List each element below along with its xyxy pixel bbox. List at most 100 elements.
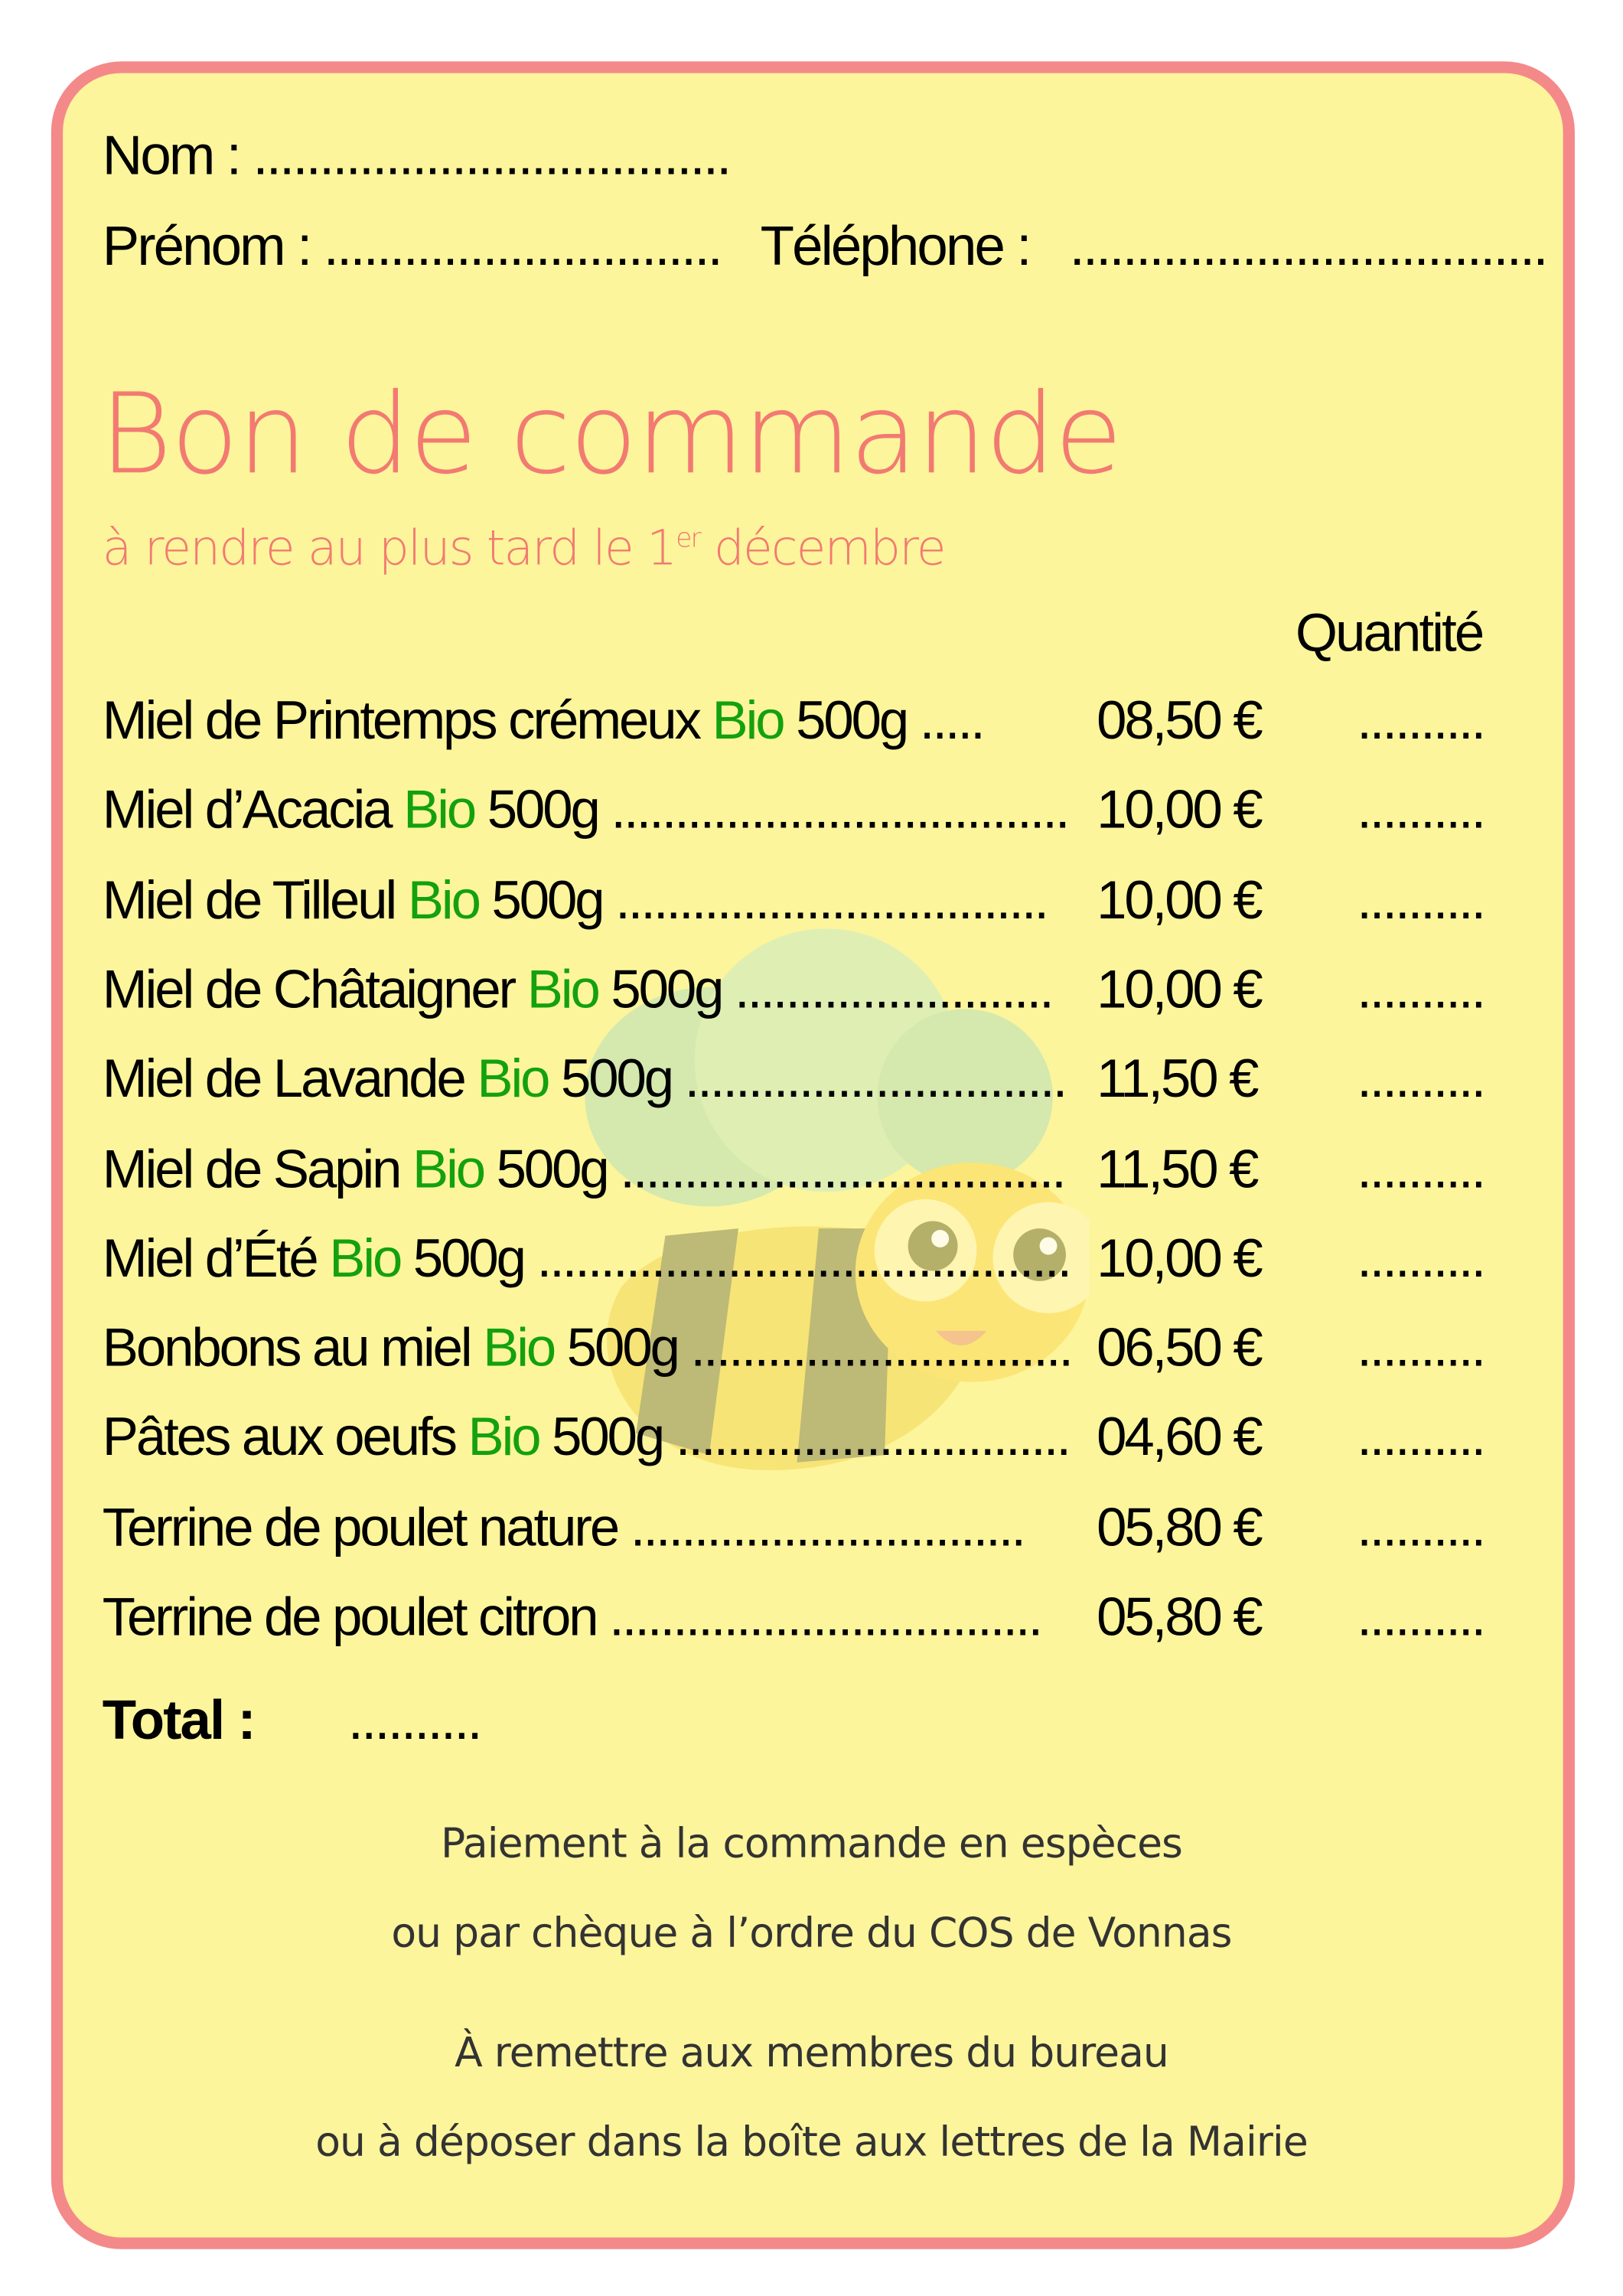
- quantity-input[interactable]: ..........: [1357, 1138, 1486, 1199]
- product-name: Miel d’Été Bio 500g ....................…: [102, 1228, 1072, 1290]
- quantity-input[interactable]: ..........: [1357, 1587, 1486, 1647]
- subtitle-text-end: décembre: [699, 519, 947, 576]
- telephone-field[interactable]: Téléphone : ............................…: [760, 216, 1549, 279]
- product-row: Miel de Printemps crémeux Bio 500g .....…: [103, 690, 1506, 764]
- product-weight-leader: 500g ..................................: [491, 869, 1049, 930]
- product-name: Miel de Sapin Bio 500g .................…: [102, 1138, 1067, 1200]
- product-price: 10,00 €: [1097, 959, 1263, 1019]
- quantity-input[interactable]: ..........: [1357, 869, 1486, 930]
- page-title: Bon de commande: [99, 368, 1123, 499]
- bee-wing-right: [877, 1009, 1053, 1185]
- product-price: 10,00 €: [1097, 869, 1263, 930]
- product-row: Miel d’Acacia Bio 500g .................…: [103, 780, 1506, 853]
- quantity-input[interactable]: ..........: [1357, 959, 1486, 1019]
- product-row: Miel de Sapin Bio 500g .................…: [103, 1139, 1506, 1212]
- product-name: Miel de Tilleul Bio 500g ...............…: [102, 869, 1049, 931]
- page-subtitle: à rendre au plus tard le 1er décembre: [102, 519, 947, 576]
- product-label: Miel de Lavande: [102, 1049, 467, 1109]
- product-row: Pâtes aux oeufs Bio 500g ...............…: [103, 1407, 1506, 1481]
- telephone-input[interactable]: ....................................: [1069, 216, 1549, 279]
- quantity-input[interactable]: ..........: [1357, 1228, 1486, 1289]
- product-label: Terrine de poulet citron: [102, 1587, 599, 1647]
- bio-badge: Bio: [329, 1228, 402, 1289]
- product-price: 10,00 €: [1097, 780, 1263, 840]
- quantity-input[interactable]: ..........: [1357, 1317, 1486, 1378]
- total-input[interactable]: ..........: [347, 1690, 483, 1753]
- product-price: 05,80 €: [1097, 1497, 1263, 1557]
- product-row: Terrine de poulet nature ...............…: [103, 1497, 1506, 1570]
- product-price: 10,00 €: [1097, 1228, 1263, 1289]
- product-label: Miel de Châtaigner: [102, 959, 517, 1019]
- product-price: 11,50 €: [1097, 1049, 1259, 1109]
- product-weight-leader: ...............................: [630, 1497, 1026, 1557]
- product-name: Miel de Printemps crémeux Bio 500g .....: [102, 690, 986, 752]
- product-name: Miel d’Acacia Bio 500g .................…: [102, 780, 1071, 841]
- nom-input[interactable]: ....................................: [253, 126, 732, 188]
- product-row: Miel de Châtaigner Bio 500g ............…: [103, 959, 1506, 1032]
- product-price: 04,60 €: [1097, 1407, 1263, 1468]
- prenom-label: Prénom :: [102, 216, 313, 279]
- product-weight-leader: 500g .....: [796, 690, 986, 751]
- product-weight-leader: 500g ...................................…: [412, 1228, 1072, 1289]
- prenom-field[interactable]: Prénom : ..............................: [102, 216, 723, 279]
- product-price: 05,80 €: [1097, 1587, 1263, 1647]
- product-row: Terrine de poulet citron ...............…: [103, 1587, 1506, 1660]
- bio-badge: Bio: [483, 1317, 556, 1378]
- footer-line-1: Paiement à la commande en espèces: [441, 1819, 1183, 1868]
- product-label: Miel d’Été: [102, 1228, 319, 1289]
- product-weight-leader: 500g ...............................: [552, 1407, 1071, 1468]
- nom-field[interactable]: Nom : ..................................…: [102, 126, 732, 188]
- subtitle-text: à rendre au plus tard le 1: [102, 519, 677, 576]
- product-row: Miel de Tilleul Bio 500g ...............…: [103, 869, 1506, 943]
- product-label: Miel de Tilleul: [102, 869, 398, 930]
- bio-badge: Bio: [712, 690, 785, 751]
- product-weight-leader: 500g .........................: [611, 959, 1054, 1019]
- product-name: Terrine de poulet nature ...............…: [102, 1497, 1026, 1558]
- footer-line-2: ou par chèque à l’ordre du COS de Vonnas: [391, 1908, 1232, 1957]
- product-row: Bonbons au miel Bio 500g ...............…: [103, 1318, 1506, 1391]
- prenom-input[interactable]: ..............................: [323, 216, 723, 279]
- footer-line-4: ou à déposer dans la boîte aux lettres d…: [315, 2117, 1309, 2166]
- footer-line-3: À remettre aux membres du bureau: [455, 2028, 1169, 2077]
- product-price: 08,50 €: [1097, 690, 1263, 751]
- nom-label: Nom :: [102, 126, 242, 188]
- product-row: Miel de Lavande Bio 500g ...............…: [103, 1049, 1506, 1122]
- bio-badge: Bio: [468, 1407, 542, 1468]
- product-name: Pâtes aux oeufs Bio 500g ...............…: [102, 1407, 1071, 1469]
- product-name: Bonbons au miel Bio 500g ...............…: [102, 1317, 1074, 1379]
- product-name: Miel de Lavande Bio 500g ...............…: [102, 1049, 1067, 1110]
- quantity-column-header: Quantité: [1295, 602, 1484, 663]
- quantity-input[interactable]: ..........: [1357, 1407, 1486, 1468]
- bee-illustration: [585, 928, 1090, 1471]
- bee-stripe: [636, 1228, 738, 1456]
- product-weight-leader: 500g ...................................…: [487, 780, 1071, 840]
- quantity-input[interactable]: ..........: [1357, 1497, 1486, 1557]
- product-name: Terrine de poulet citron ...............…: [102, 1587, 1043, 1648]
- product-row: Miel d’Été Bio 500g ....................…: [103, 1228, 1506, 1302]
- quantity-input[interactable]: ..........: [1357, 690, 1486, 751]
- product-weight-leader: 500g ...................................: [496, 1138, 1067, 1199]
- bio-badge: Bio: [477, 1049, 550, 1109]
- product-weight-leader: 500g ..............................: [566, 1317, 1074, 1378]
- bio-badge: Bio: [407, 869, 481, 930]
- quantity-input[interactable]: ..........: [1357, 780, 1486, 840]
- bio-badge: Bio: [412, 1138, 486, 1199]
- bio-badge: Bio: [403, 780, 477, 840]
- product-label: Pâtes aux oeufs: [102, 1407, 458, 1468]
- product-weight-leader: 500g ..............................: [560, 1049, 1067, 1109]
- product-weight-leader: ..................................: [609, 1587, 1043, 1647]
- product-label: Bonbons au miel: [102, 1317, 473, 1378]
- total-label: Total :: [102, 1690, 256, 1753]
- bio-badge: Bio: [526, 959, 601, 1019]
- product-label: Miel de Printemps crémeux: [102, 690, 702, 751]
- subtitle-sup: er: [676, 523, 701, 555]
- product-label: Miel de Sapin: [102, 1138, 402, 1199]
- product-label: Miel d’Acacia: [102, 780, 393, 840]
- quantity-input[interactable]: ..........: [1357, 1049, 1486, 1109]
- product-name: Miel de Châtaigner Bio 500g ............…: [102, 959, 1054, 1020]
- product-label: Terrine de poulet nature: [102, 1497, 620, 1557]
- product-price: 06,50 €: [1097, 1317, 1263, 1378]
- telephone-label: Téléphone :: [760, 216, 1032, 279]
- product-price: 11,50 €: [1097, 1138, 1259, 1199]
